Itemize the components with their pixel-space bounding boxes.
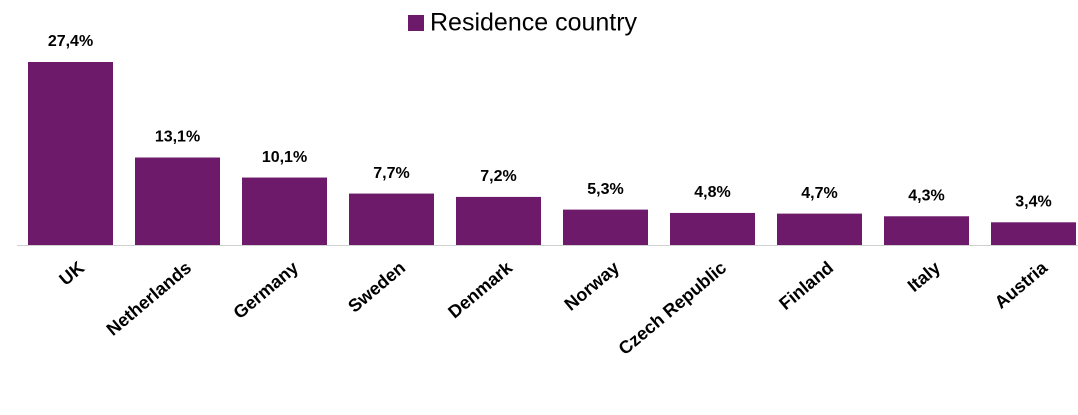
x-tick-label: Finland: [775, 257, 837, 313]
bar: [28, 62, 113, 245]
x-tick-label: Austria: [991, 257, 1052, 313]
legend-swatch: [408, 15, 424, 31]
legend-label: Residence country: [430, 9, 638, 37]
x-tick-label: Norway: [560, 257, 623, 314]
bar: [884, 216, 969, 245]
bar: [349, 193, 434, 245]
value-label: 27,4%: [48, 33, 93, 50]
x-tick-label: Netherlands: [103, 257, 196, 339]
x-tick-label: Germany: [229, 257, 302, 322]
value-label: 4,8%: [694, 184, 730, 201]
bar: [670, 212, 755, 245]
x-tick-label: UK: [55, 257, 88, 289]
value-label: 7,7%: [373, 165, 409, 182]
bar: [242, 177, 327, 245]
value-label: 7,2%: [480, 168, 516, 185]
bar: [135, 157, 220, 245]
x-tick-label: Denmark: [444, 257, 517, 322]
bar: [456, 196, 541, 245]
value-label: 4,7%: [801, 185, 837, 202]
bar: [563, 209, 648, 245]
value-label: 4,3%: [908, 187, 944, 204]
x-tick-label: Italy: [904, 257, 944, 295]
x-tick-label: Czech Republic: [615, 257, 731, 358]
x-tick-label: Sweden: [344, 257, 409, 316]
bar: [991, 222, 1076, 245]
value-label: 10,1%: [262, 149, 307, 166]
value-label: 13,1%: [155, 129, 200, 146]
value-label: 3,4%: [1015, 194, 1051, 211]
bar: [777, 213, 862, 245]
value-label: 5,3%: [587, 181, 623, 198]
